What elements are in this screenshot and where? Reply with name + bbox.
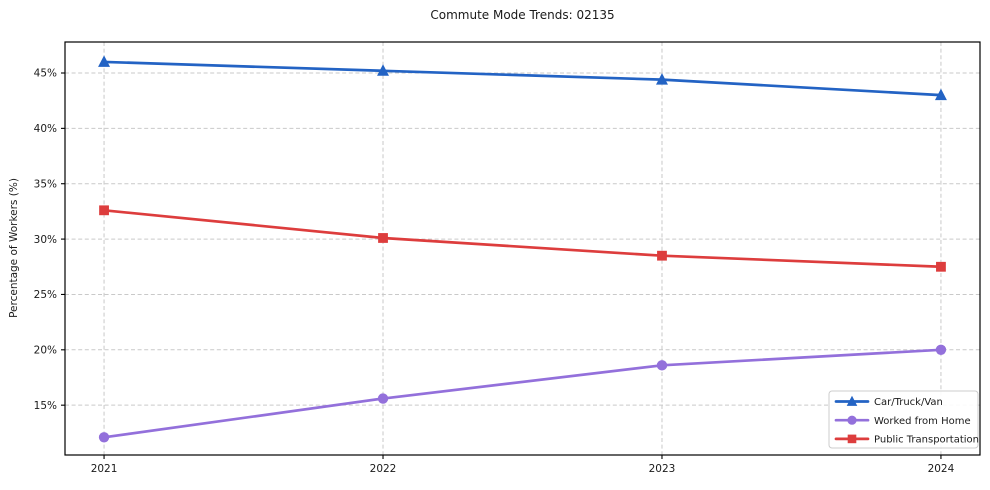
plot-border <box>64 41 981 456</box>
data-point-worked-from-home <box>98 432 110 443</box>
y-tick-label: 40% <box>34 123 57 135</box>
legend-marker-worked-from-home <box>847 415 857 425</box>
series-line-public-transportation <box>102 208 943 269</box>
legend-marker-car-truck-van <box>846 395 858 406</box>
x-tick-label: 2024 <box>928 463 955 475</box>
y-tick-label: 20% <box>34 345 57 357</box>
legend-box <box>828 390 979 449</box>
x-tick-label: 2023 <box>649 463 676 475</box>
y-tick-label: 35% <box>34 178 57 190</box>
data-point-public-transportation <box>936 261 946 272</box>
data-point-worked-from-home <box>935 344 947 356</box>
data-point-car-truck-van <box>934 88 947 101</box>
legend-label-car-truck-van: Car/Truck/Van <box>874 397 943 408</box>
y-tick-label: 30% <box>34 234 57 246</box>
chart-title: Commute Mode Trends: 02135 <box>430 8 615 22</box>
data-point-worked-from-home <box>377 393 389 404</box>
data-point-car-truck-van <box>98 55 111 67</box>
series-line-car-truck-van <box>102 60 943 97</box>
data-point-public-transportation <box>378 233 388 243</box>
data-point-car-truck-van <box>656 73 668 85</box>
x-tick-label: 2022 <box>370 463 397 475</box>
plot-background <box>65 42 980 455</box>
x-tick-label: 2021 <box>91 463 118 475</box>
y-tick-label: 15% <box>34 400 57 412</box>
series-line-worked-from-home <box>102 348 943 439</box>
y-tick-label: 45% <box>34 68 57 80</box>
data-point-public-transportation <box>99 205 109 216</box>
data-point-public-transportation <box>657 250 667 261</box>
y-tick-label: 25% <box>34 289 57 301</box>
data-point-car-truck-van <box>377 64 389 76</box>
legend-label-worked-from-home: Worked from Home <box>874 416 971 427</box>
legend-label-public-transportation: Public Transportation <box>874 435 979 446</box>
legend-marker-public-transportation <box>847 434 857 444</box>
data-point-worked-from-home <box>656 360 668 371</box>
